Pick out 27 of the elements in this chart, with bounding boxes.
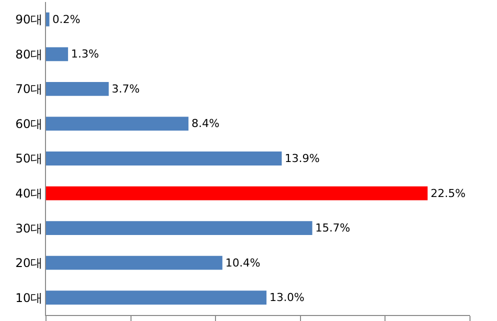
y-tick-label: 50대 bbox=[15, 152, 43, 166]
bar bbox=[46, 82, 109, 96]
y-tick-label: 30대 bbox=[15, 221, 43, 236]
y-tick-label: 40대 bbox=[15, 186, 43, 200]
bar bbox=[46, 116, 188, 131]
bar bbox=[46, 221, 312, 236]
bar bbox=[46, 12, 50, 26]
y-tick-label: 20대 bbox=[15, 256, 43, 270]
y-tick-label: 80대 bbox=[15, 47, 43, 62]
y-tick-label: 10대 bbox=[15, 290, 43, 305]
bar bbox=[46, 152, 282, 166]
y-tick-label: 60대 bbox=[15, 116, 43, 131]
data-label: 1.3% bbox=[71, 48, 100, 61]
bar bbox=[46, 256, 222, 270]
data-label: 8.4% bbox=[191, 117, 220, 130]
data-label: 15.7% bbox=[315, 222, 350, 235]
y-tick-label: 70대 bbox=[15, 82, 43, 96]
data-label: 13.0% bbox=[269, 291, 304, 304]
bar bbox=[46, 186, 428, 200]
bar bbox=[46, 290, 266, 305]
data-label: 22.5% bbox=[430, 186, 466, 200]
y-tick-label: 90대 bbox=[15, 12, 43, 27]
data-label: 10.4% bbox=[225, 256, 260, 270]
data-label: 0.2% bbox=[52, 12, 80, 26]
data-label: 13.9% bbox=[284, 152, 320, 165]
bar bbox=[46, 47, 68, 62]
data-label: 3.7% bbox=[112, 82, 140, 96]
